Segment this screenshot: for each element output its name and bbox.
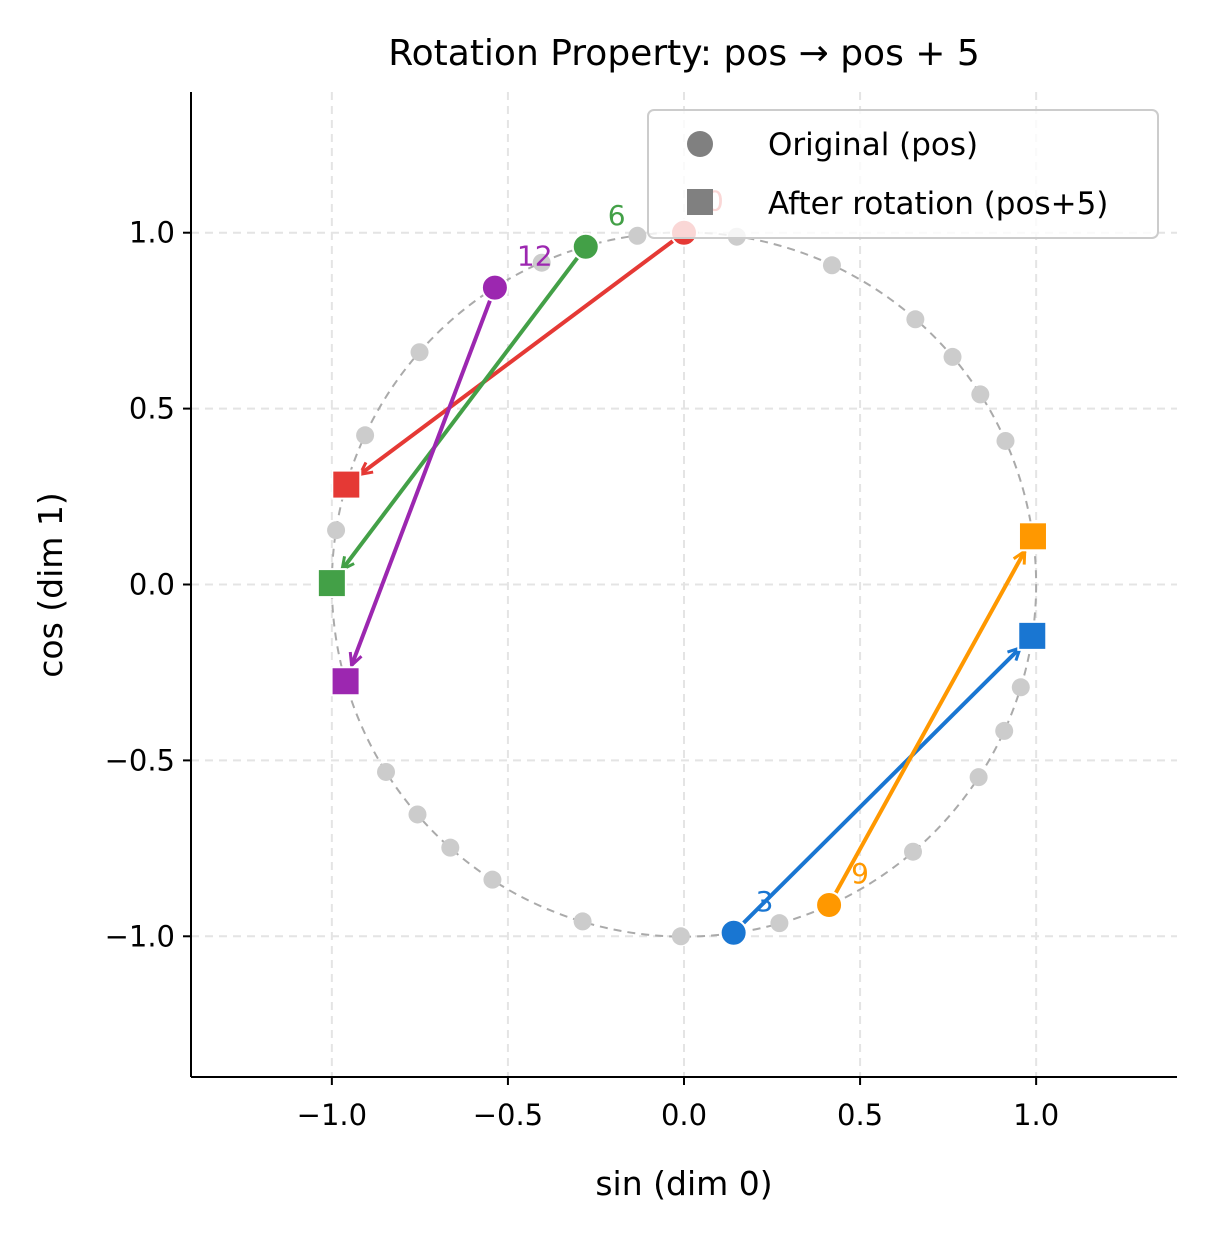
rotated-point bbox=[330, 666, 361, 697]
background-point bbox=[822, 256, 841, 275]
legend-circle-marker bbox=[687, 131, 713, 157]
background-point bbox=[903, 842, 922, 861]
rotated-point bbox=[331, 469, 362, 500]
original-point bbox=[571, 232, 600, 261]
background-point bbox=[628, 226, 647, 245]
background-point bbox=[770, 914, 789, 933]
x-tick-label: −1.0 bbox=[297, 1098, 367, 1132]
arrow-head bbox=[348, 651, 363, 669]
background-point bbox=[995, 721, 1014, 740]
y-tick-label: −0.5 bbox=[105, 743, 175, 777]
position-label: 6 bbox=[608, 199, 626, 232]
rotation-arrow bbox=[742, 646, 1022, 925]
position-label: 9 bbox=[851, 857, 869, 890]
original-point bbox=[480, 273, 509, 302]
x-tick-label: 0.5 bbox=[837, 1098, 883, 1132]
background-point bbox=[532, 253, 551, 272]
original-point bbox=[815, 890, 844, 919]
rotation-arrows bbox=[340, 239, 1027, 925]
chart-title: Rotation Property: pos → pos + 5 bbox=[388, 33, 980, 74]
background-point bbox=[410, 343, 429, 362]
background-point bbox=[327, 521, 346, 540]
y-tick-label: 0.5 bbox=[129, 392, 175, 426]
background-point bbox=[377, 762, 396, 781]
x-tick-label: 1.0 bbox=[1013, 1098, 1059, 1132]
background-point bbox=[441, 838, 460, 857]
background-point bbox=[573, 912, 592, 931]
background-point bbox=[671, 927, 690, 946]
background-point bbox=[408, 805, 427, 824]
x-axis-ticks: −1.0 −0.5 0.0 0.5 1.0 bbox=[297, 1077, 1059, 1132]
rotation-arrow bbox=[358, 239, 674, 477]
background-point bbox=[483, 870, 502, 889]
rotated-point bbox=[1017, 620, 1048, 651]
y-axis-ticks: −1.0 −0.5 0.0 0.5 1.0 bbox=[105, 216, 191, 953]
x-tick-label: 0.0 bbox=[661, 1098, 707, 1132]
x-axis-label: sin (dim 0) bbox=[595, 1164, 772, 1203]
original-point bbox=[719, 918, 748, 947]
position-label: 12 bbox=[517, 240, 553, 273]
legend-label-rotated: After rotation (pos+5) bbox=[768, 186, 1108, 222]
y-tick-label: −1.0 bbox=[105, 919, 175, 953]
legend-square-marker bbox=[687, 189, 713, 215]
rotation-arrow bbox=[349, 299, 492, 667]
background-point bbox=[356, 426, 375, 445]
y-tick-label: 1.0 bbox=[129, 216, 175, 250]
y-axis-label: cos (dim 1) bbox=[31, 492, 70, 678]
legend: Original (pos) After rotation (pos+5) bbox=[647, 109, 1159, 239]
background-point bbox=[969, 768, 988, 787]
rotation-arrow bbox=[834, 550, 1027, 894]
rotated-point bbox=[316, 568, 347, 599]
y-tick-label: 0.0 bbox=[129, 568, 175, 602]
background-point bbox=[1011, 678, 1030, 697]
rotation-arrow bbox=[340, 256, 579, 571]
background-point bbox=[943, 347, 962, 366]
background-point bbox=[996, 431, 1015, 450]
background-point bbox=[971, 385, 990, 404]
legend-label-original: Original (pos) bbox=[768, 127, 978, 163]
position-label: 3 bbox=[756, 885, 774, 918]
legend-box bbox=[647, 109, 1159, 239]
rotated-point bbox=[1017, 521, 1048, 552]
background-point bbox=[906, 310, 925, 329]
x-tick-label: −0.5 bbox=[473, 1098, 543, 1132]
